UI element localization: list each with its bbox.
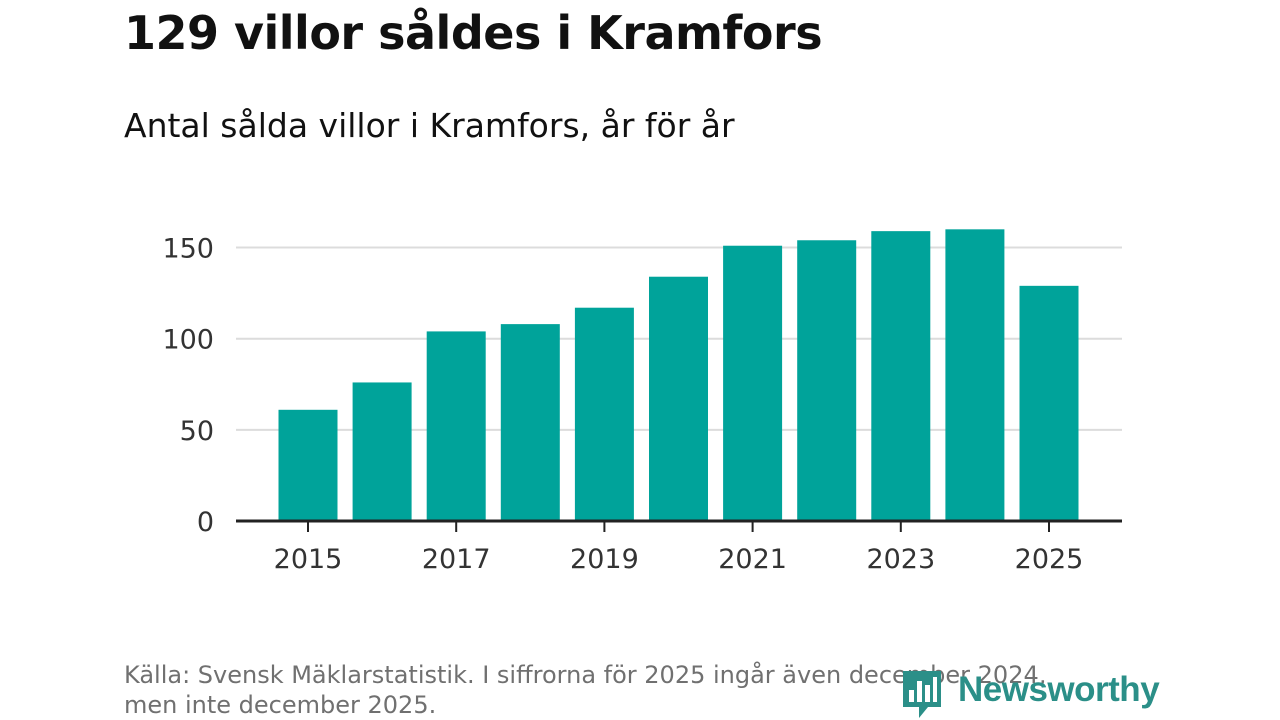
bar-2015 — [278, 409, 338, 521]
y-tick-label-150: 150 — [162, 234, 214, 265]
bar-2024 — [945, 229, 1005, 521]
bars — [278, 229, 1079, 522]
y-tick-label-50: 50 — [180, 416, 214, 447]
y-tick-label-100: 100 — [162, 325, 214, 356]
newsworthy-logo: Newsworthy — [900, 668, 1160, 720]
bar-chart: 0 50 100 150 2015 2017 2019 2021 2023 2025 — [162, 229, 1122, 575]
x-tick-label-2021: 2021 — [718, 544, 787, 575]
x-tick-label-2019: 2019 — [570, 544, 639, 575]
bar-2019 — [574, 307, 634, 521]
chart-title: 129 villor såldes i Kramfors — [124, 6, 823, 60]
bar-2021 — [723, 245, 783, 522]
x-tick-label-2023: 2023 — [866, 544, 935, 575]
bar-2022 — [797, 240, 857, 521]
bar-2025 — [1019, 285, 1079, 521]
bar-2023 — [871, 231, 931, 521]
x-tick-label-2015: 2015 — [274, 544, 343, 575]
axes: 0 50 100 150 2015 2017 2019 2021 2023 2025 — [162, 234, 1122, 575]
bar-2020 — [649, 276, 708, 521]
brand-name: Newsworthy — [958, 670, 1160, 709]
source-line-1: Källa: Svensk Mäklarstatistik. I siffror… — [124, 661, 1047, 689]
y-tick-label-0: 0 — [197, 507, 214, 538]
source-line-2: men inte december 2025. — [124, 691, 437, 719]
bar-2017 — [426, 331, 486, 521]
chart-subtitle: Antal sålda villor i Kramfors, år för år — [124, 106, 735, 145]
newsworthy-logo-icon — [903, 671, 941, 718]
bar-2016 — [352, 382, 412, 521]
x-tick-label-2025: 2025 — [1015, 544, 1084, 575]
bar-2018 — [500, 324, 560, 521]
source-note: Källa: Svensk Mäklarstatistik. I siffror… — [124, 660, 1164, 720]
x-tick-label-2017: 2017 — [422, 544, 491, 575]
